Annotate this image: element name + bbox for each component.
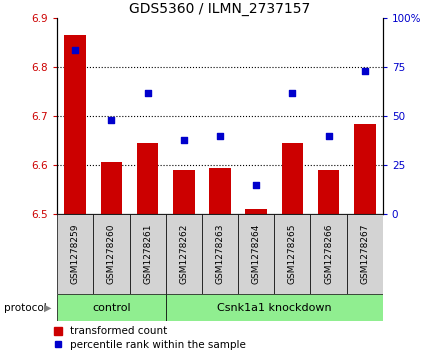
- Point: [253, 182, 260, 188]
- Bar: [238, 214, 274, 294]
- Point: [325, 133, 332, 139]
- Text: GSM1278266: GSM1278266: [324, 224, 333, 284]
- Bar: [64, 35, 86, 214]
- Bar: [101, 162, 122, 214]
- Text: GSM1278267: GSM1278267: [360, 224, 369, 284]
- Bar: [311, 214, 347, 294]
- Bar: [173, 170, 194, 214]
- Bar: [57, 214, 93, 294]
- Legend: transformed count, percentile rank within the sample: transformed count, percentile rank withi…: [54, 326, 246, 350]
- Bar: [137, 143, 158, 214]
- Point: [216, 133, 224, 139]
- Bar: [274, 214, 311, 294]
- Bar: [129, 214, 166, 294]
- Bar: [318, 170, 339, 214]
- Text: GSM1278263: GSM1278263: [216, 224, 224, 284]
- Bar: [57, 294, 166, 321]
- Point: [361, 68, 368, 74]
- Text: Csnk1a1 knockdown: Csnk1a1 knockdown: [217, 303, 332, 313]
- Bar: [347, 214, 383, 294]
- Text: ▶: ▶: [44, 303, 51, 313]
- Text: GSM1278265: GSM1278265: [288, 224, 297, 284]
- Text: GSM1278264: GSM1278264: [252, 224, 260, 284]
- Bar: [354, 123, 376, 214]
- Bar: [166, 294, 383, 321]
- Text: GSM1278260: GSM1278260: [107, 224, 116, 284]
- Text: GSM1278259: GSM1278259: [71, 224, 80, 284]
- Bar: [246, 209, 267, 214]
- Text: control: control: [92, 303, 131, 313]
- Point: [289, 90, 296, 95]
- Bar: [166, 214, 202, 294]
- Bar: [93, 214, 129, 294]
- Title: GDS5360 / ILMN_2737157: GDS5360 / ILMN_2737157: [129, 2, 311, 16]
- Text: GSM1278262: GSM1278262: [180, 224, 188, 284]
- Point: [108, 117, 115, 123]
- Bar: [202, 214, 238, 294]
- Text: GSM1278261: GSM1278261: [143, 224, 152, 284]
- Point: [180, 137, 187, 143]
- Text: protocol: protocol: [4, 303, 47, 313]
- Point: [144, 90, 151, 95]
- Point: [72, 46, 79, 52]
- Bar: [209, 168, 231, 214]
- Bar: [282, 143, 303, 214]
